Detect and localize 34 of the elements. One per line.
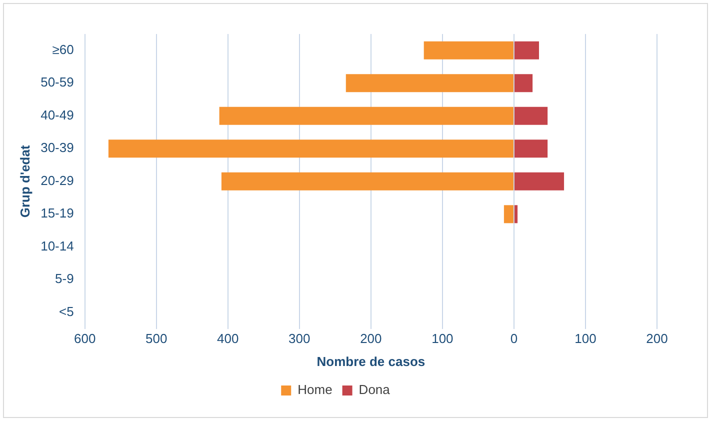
bar — [514, 74, 533, 92]
bar — [514, 205, 518, 224]
bar — [219, 106, 514, 125]
bar — [346, 74, 514, 92]
bar — [514, 140, 548, 158]
y-tick-label: 5-9 — [55, 271, 74, 286]
x-axis-title: Nombre de casos — [316, 354, 426, 369]
x-tick-label: 200 — [360, 331, 382, 346]
bar — [424, 41, 514, 60]
x-tick-label: 600 — [74, 331, 96, 346]
y-tick-label: 30-39 — [40, 140, 74, 156]
bar — [221, 172, 514, 190]
bar — [108, 140, 514, 158]
bar — [514, 41, 539, 60]
bar — [514, 172, 564, 190]
y-tick-label: 10-14 — [40, 238, 74, 254]
x-tick-label: 100 — [574, 331, 596, 346]
legend-label: Dona — [358, 382, 391, 398]
legend-label: Home — [298, 382, 332, 398]
y-tick-label: 50-59 — [40, 74, 74, 90]
bar — [514, 106, 548, 125]
y-tick-label: 15-19 — [40, 206, 74, 221]
y-axis-title: Grup d'edat — [17, 144, 32, 218]
x-tick-label: 0 — [510, 331, 518, 346]
x-tick-label: 200 — [646, 331, 668, 346]
x-tick-label: 300 — [288, 331, 310, 346]
y-tick-label: <5 — [59, 304, 74, 319]
y-tick-label: 20-29 — [40, 172, 74, 188]
bar — [504, 205, 514, 224]
x-tick-label: 100 — [432, 331, 454, 346]
x-tick-label: 500 — [146, 331, 168, 346]
x-tick-label: 400 — [217, 331, 239, 346]
y-tick-label: 40-49 — [40, 107, 74, 122]
y-tick-label: ≥60 — [52, 42, 74, 57]
